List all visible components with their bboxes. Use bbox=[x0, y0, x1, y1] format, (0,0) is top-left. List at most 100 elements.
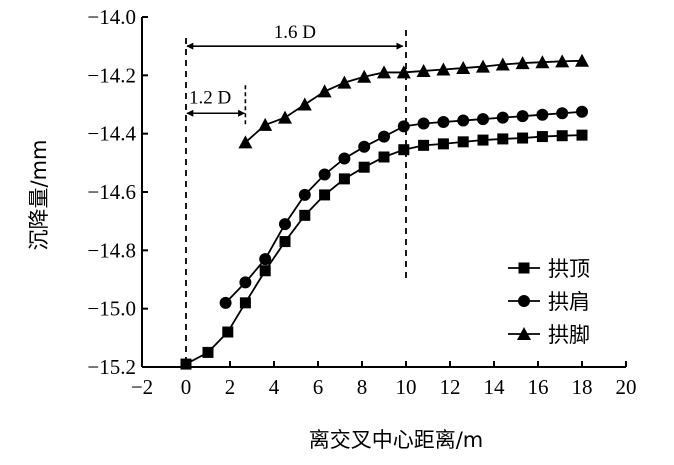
data-point-square bbox=[319, 189, 331, 201]
x-tick-label: 8 bbox=[357, 375, 368, 399]
x-tick-label: 10 bbox=[396, 375, 417, 399]
dimension-label: 1.6 D bbox=[274, 22, 316, 43]
data-point-square bbox=[437, 138, 449, 150]
data-point-square bbox=[497, 133, 509, 145]
data-point-triangle bbox=[258, 117, 273, 131]
data-point-triangle bbox=[377, 65, 391, 79]
data-point-triangle bbox=[317, 84, 332, 98]
data-point-triangle bbox=[396, 65, 411, 79]
data-point-square bbox=[556, 130, 568, 142]
data-point-square bbox=[259, 265, 271, 277]
y-tick-label: −14.0 bbox=[87, 5, 136, 29]
data-point-circle bbox=[536, 108, 549, 121]
y-axis-title: 沉降量/mm bbox=[27, 140, 51, 251]
x-tick-label: 14 bbox=[484, 375, 506, 399]
data-point-triangle bbox=[555, 54, 570, 68]
data-point-triangle bbox=[357, 69, 372, 83]
data-point-circle bbox=[437, 116, 450, 128]
data-series bbox=[180, 53, 589, 370]
data-point-circle bbox=[477, 113, 489, 126]
legend-item: 拱肩 bbox=[508, 290, 590, 314]
x-axis-title: 离交叉中心距离/m bbox=[309, 428, 484, 452]
data-point-square bbox=[457, 136, 469, 148]
x-tick-label: 18 bbox=[572, 375, 593, 399]
axes: −2 0 2 4 6 8 10 12 14 16 18 20 −15.2 −15.0 −14.8 −14.6 −… bbox=[87, 5, 636, 399]
data-point-circle bbox=[496, 111, 509, 124]
data-point-square bbox=[358, 161, 370, 173]
data-point-square bbox=[239, 297, 251, 309]
data-point-triangle bbox=[517, 327, 531, 340]
y-tick-label: −14.6 bbox=[87, 180, 136, 204]
annotations: 1.6 D 1.2 D bbox=[186, 22, 404, 128]
data-point-triangle bbox=[495, 57, 510, 71]
data-point-circle bbox=[417, 117, 430, 130]
data-point-triangle bbox=[575, 53, 589, 67]
legend-label: 拱肩 bbox=[548, 290, 590, 314]
x-tick-label: −2 bbox=[131, 375, 153, 399]
data-point-square bbox=[477, 134, 489, 146]
data-point-circle bbox=[279, 218, 291, 231]
x-tick-label: 4 bbox=[269, 375, 280, 399]
data-point-circle bbox=[318, 168, 331, 181]
series-triangle bbox=[238, 53, 589, 149]
data-point-triangle bbox=[456, 61, 471, 75]
data-point-square bbox=[299, 209, 311, 221]
x-tick-label: 0 bbox=[181, 375, 192, 399]
data-point-square bbox=[338, 173, 350, 185]
series-square bbox=[180, 129, 588, 370]
data-point-square bbox=[398, 144, 410, 156]
data-point-square bbox=[518, 262, 530, 274]
data-point-triangle bbox=[337, 75, 352, 89]
data-point-square bbox=[222, 326, 234, 338]
data-point-triangle bbox=[297, 97, 312, 111]
legend-label: 拱顶 bbox=[548, 257, 590, 281]
data-point-square bbox=[180, 358, 192, 370]
data-point-triangle bbox=[515, 56, 530, 70]
data-point-circle bbox=[239, 276, 252, 289]
data-point-triangle bbox=[436, 62, 451, 76]
data-point-circle bbox=[298, 188, 311, 201]
data-point-square bbox=[517, 132, 529, 144]
x-tick-label: 16 bbox=[528, 375, 549, 399]
x-tick-label: 6 bbox=[313, 375, 324, 399]
data-point-circle bbox=[516, 110, 529, 123]
data-point-square bbox=[418, 139, 430, 151]
data-point-circle bbox=[259, 253, 272, 266]
data-point-circle bbox=[518, 295, 530, 307]
data-point-triangle bbox=[278, 110, 292, 124]
data-point-triangle bbox=[476, 59, 490, 73]
data-point-circle bbox=[457, 114, 470, 127]
y-tick-label: −14.2 bbox=[87, 63, 136, 87]
data-point-circle bbox=[358, 140, 371, 153]
data-point-square bbox=[576, 129, 588, 141]
reference-lines bbox=[185, 30, 407, 367]
data-point-square bbox=[378, 151, 390, 163]
data-point-square bbox=[279, 236, 291, 248]
data-point-square bbox=[536, 131, 548, 143]
y-tick-label: −15.0 bbox=[87, 297, 136, 321]
data-point-circle bbox=[338, 152, 351, 165]
legend-item: 拱脚 bbox=[508, 323, 590, 347]
data-point-circle bbox=[397, 120, 410, 133]
data-point-triangle bbox=[238, 135, 253, 149]
x-tick-label: 12 bbox=[440, 375, 461, 399]
legend-label: 拱脚 bbox=[548, 323, 590, 347]
y-tick-label: −14.4 bbox=[87, 122, 136, 146]
data-point-square bbox=[202, 346, 214, 358]
data-point-circle bbox=[219, 296, 232, 309]
dimension-label: 1.2 D bbox=[189, 87, 231, 108]
x-tick-label: 2 bbox=[225, 375, 236, 399]
data-point-circle bbox=[576, 105, 588, 118]
data-point-circle bbox=[378, 130, 390, 143]
data-point-circle bbox=[556, 107, 569, 120]
x-tick-label: 20 bbox=[616, 375, 637, 399]
y-tick-label: −14.8 bbox=[87, 238, 136, 262]
data-point-triangle bbox=[416, 63, 431, 77]
series-line bbox=[224, 110, 583, 304]
y-tick-label: −15.2 bbox=[87, 355, 136, 379]
legend-item: 拱顶 bbox=[508, 257, 590, 281]
series-circle bbox=[219, 105, 588, 309]
data-point-triangle bbox=[535, 55, 550, 69]
